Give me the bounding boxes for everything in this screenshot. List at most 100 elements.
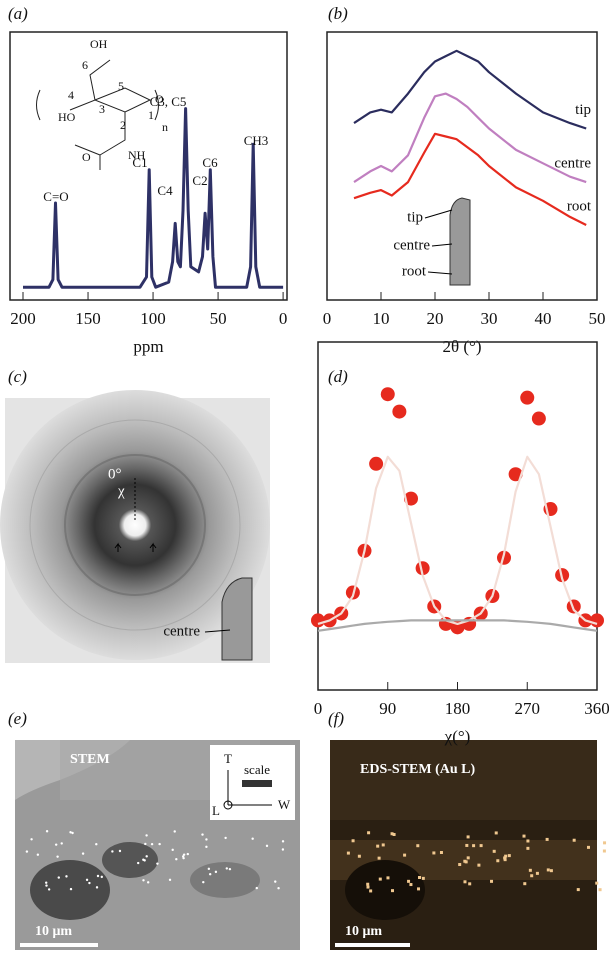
au-signal bbox=[439, 851, 443, 855]
particle bbox=[145, 855, 148, 858]
annotation: 0° bbox=[108, 466, 122, 482]
data-point bbox=[531, 411, 546, 426]
x-tick-label: 50 bbox=[210, 309, 227, 328]
particle bbox=[81, 852, 85, 855]
particle bbox=[225, 867, 228, 870]
structure-label: 3 bbox=[99, 102, 105, 116]
series-line bbox=[353, 132, 587, 226]
annotation: root bbox=[402, 263, 427, 279]
particle bbox=[182, 856, 185, 860]
eds-image: EDS-STEM (Au L) 10 μm bbox=[330, 740, 597, 950]
data-point bbox=[590, 613, 604, 628]
particle bbox=[25, 850, 29, 853]
x-tick-label: 200 bbox=[10, 309, 36, 328]
particle bbox=[202, 880, 205, 884]
plot-frame bbox=[326, 31, 598, 301]
x-tick-label: 0 bbox=[314, 699, 323, 718]
au-signal bbox=[576, 888, 580, 892]
x-tick-label: 30 bbox=[481, 309, 498, 328]
x-tick-label: 20 bbox=[427, 309, 444, 328]
particle bbox=[45, 830, 49, 833]
chemical-structure bbox=[36, 59, 159, 170]
au-signal bbox=[535, 871, 539, 875]
particles bbox=[25, 830, 607, 893]
au-signal bbox=[417, 875, 421, 879]
au-signal bbox=[421, 876, 425, 880]
au-signal bbox=[496, 859, 500, 863]
diffraction-image: 0° χ centre bbox=[0, 390, 270, 663]
plot-frame bbox=[317, 341, 598, 691]
peak-label: C2 bbox=[192, 173, 207, 188]
structure-label: 2 bbox=[120, 118, 126, 132]
au-signal bbox=[417, 887, 421, 891]
au-signal bbox=[463, 859, 467, 863]
au-signal bbox=[392, 833, 396, 837]
annotation: tip bbox=[407, 209, 423, 225]
x-tick-label: 90 bbox=[379, 699, 396, 718]
data-point bbox=[462, 616, 477, 631]
au-signal bbox=[507, 854, 511, 858]
particle bbox=[69, 831, 72, 834]
au-signal bbox=[351, 839, 355, 843]
x-tick-label: 180 bbox=[445, 699, 471, 718]
particle bbox=[228, 867, 232, 871]
particle bbox=[69, 887, 73, 891]
particle bbox=[158, 842, 161, 846]
particle bbox=[95, 843, 98, 846]
au-signal bbox=[602, 849, 606, 853]
particle bbox=[45, 881, 48, 884]
au-signal bbox=[595, 881, 599, 885]
au-signal bbox=[458, 863, 462, 867]
structure-label: O bbox=[155, 92, 164, 106]
au-signal bbox=[377, 856, 381, 860]
au-signal bbox=[530, 874, 534, 878]
au-signal bbox=[357, 854, 361, 858]
au-signal bbox=[466, 835, 470, 839]
au-signal bbox=[546, 868, 550, 872]
particle bbox=[281, 840, 285, 843]
data-point bbox=[369, 456, 384, 471]
structure-label: NH bbox=[128, 148, 146, 162]
au-signal bbox=[386, 876, 390, 880]
particle bbox=[277, 886, 280, 890]
au-signal bbox=[526, 846, 530, 850]
x-tick-label: 100 bbox=[140, 309, 166, 328]
au-signal bbox=[376, 844, 380, 848]
particle bbox=[142, 879, 145, 882]
peak-label: C=O bbox=[43, 189, 68, 204]
data-point bbox=[392, 404, 407, 419]
au-signal bbox=[549, 869, 553, 873]
series-line bbox=[317, 455, 598, 625]
series-line bbox=[353, 92, 587, 184]
particle bbox=[265, 844, 269, 848]
particle bbox=[60, 842, 63, 845]
au-signal bbox=[391, 889, 395, 893]
au-signal bbox=[466, 856, 470, 860]
data-point bbox=[380, 387, 395, 402]
au-signal bbox=[381, 843, 385, 847]
au-signal bbox=[598, 888, 602, 892]
x-tick-label: 360 bbox=[584, 699, 609, 718]
particle bbox=[255, 886, 258, 890]
au-signal bbox=[523, 882, 527, 886]
particle bbox=[168, 878, 172, 882]
x-tick-label: 40 bbox=[535, 309, 552, 328]
au-signal bbox=[366, 882, 370, 886]
particle bbox=[186, 852, 190, 856]
peak-label: C6 bbox=[202, 155, 218, 170]
panel-label: (d) bbox=[328, 367, 348, 386]
data-point bbox=[415, 561, 430, 576]
au-signal bbox=[403, 853, 407, 857]
structure-label: HO bbox=[58, 110, 76, 124]
legend-label: centre bbox=[554, 156, 591, 172]
x-tick-label: 150 bbox=[75, 309, 101, 328]
particle bbox=[214, 870, 218, 874]
panel-label: (f) bbox=[328, 709, 344, 728]
particle bbox=[144, 842, 147, 846]
panel-label: (b) bbox=[328, 4, 348, 23]
x-axis-label: χ(°) bbox=[444, 727, 471, 746]
particle bbox=[142, 858, 145, 861]
series-line bbox=[317, 619, 598, 632]
au-signal bbox=[504, 854, 508, 858]
au-signal bbox=[463, 880, 467, 884]
